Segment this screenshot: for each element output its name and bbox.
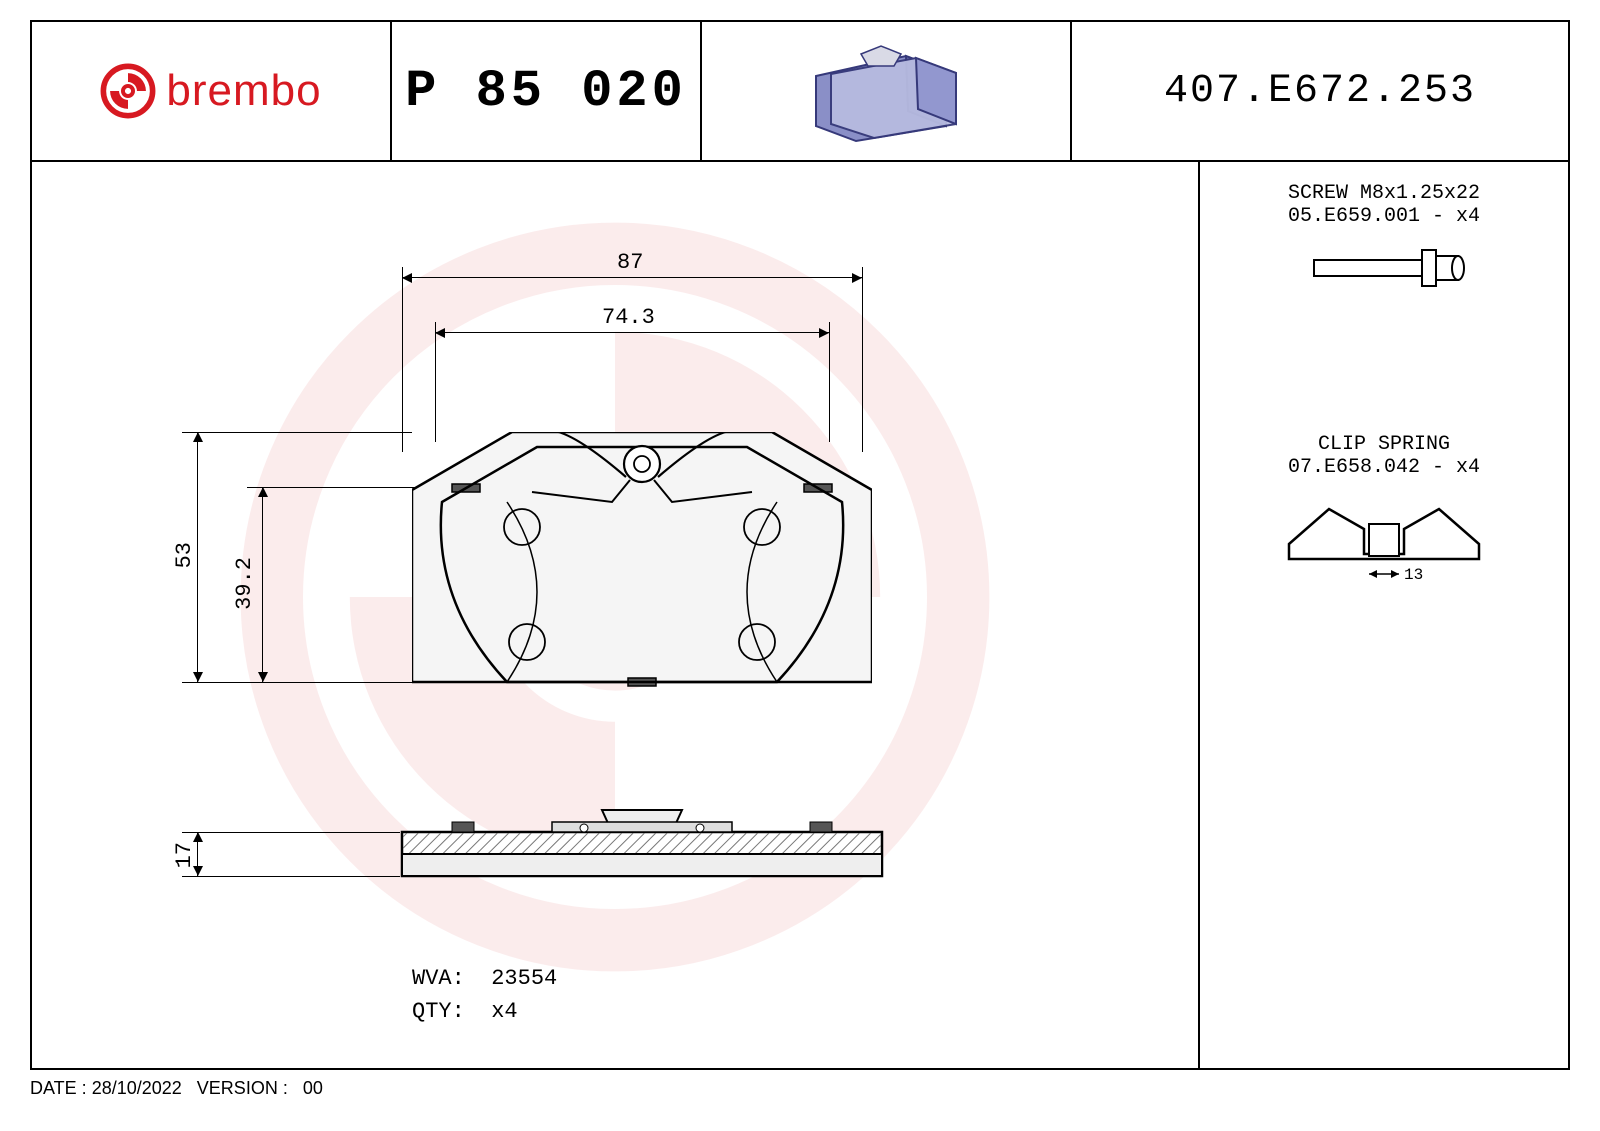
brembo-icon [100, 63, 156, 119]
ext-line [182, 432, 412, 433]
brake-pad-iso-icon [786, 36, 986, 146]
screw-icon [1294, 238, 1474, 298]
dim-arrow-thickness [197, 832, 198, 876]
screw-title: SCREW M8x1.25x22 [1288, 182, 1480, 205]
brake-pad-front-view [412, 432, 852, 682]
ext-line [829, 322, 830, 442]
value-qty: x4 [491, 999, 517, 1024]
dim-arrow-height-overall [197, 432, 198, 682]
pad-front-svg [412, 432, 872, 692]
reference-code: 407.E672.253 [1164, 69, 1476, 114]
dim-arrow-width-overall [402, 277, 862, 278]
label-wva: WVA: [412, 966, 465, 991]
header-product-image-cell [702, 22, 1072, 160]
pad-side-svg [392, 802, 892, 902]
ext-line [402, 267, 403, 452]
ext-line [182, 876, 400, 877]
drawing-meta: WVA: 23554 QTY: x4 [412, 962, 557, 1028]
brand-name: brembo [166, 66, 321, 116]
dim-thickness: 17 [172, 842, 197, 868]
date-label: DATE : [30, 1078, 87, 1098]
drawing-frame: brembo P 85 020 407.E672.253 [30, 20, 1570, 1070]
clip-dim: 13 [1404, 566, 1423, 584]
ext-line [862, 267, 863, 452]
header-refcode-cell: 407.E672.253 [1072, 22, 1568, 160]
ext-line [247, 487, 432, 488]
body-row: 87 74.3 53 39.2 [32, 162, 1568, 1068]
part-number: P 85 020 [405, 62, 687, 121]
version-value: 00 [303, 1078, 323, 1098]
header-logo-cell: brembo [32, 22, 392, 160]
dim-arrow-width-inner [435, 332, 829, 333]
brand-logo: brembo [100, 63, 321, 119]
main-drawing-area: 87 74.3 53 39.2 [32, 162, 1198, 1068]
version-label: VERSION : [197, 1078, 288, 1098]
label-qty: QTY: [412, 999, 465, 1024]
accessory-clip: CLIP SPRING 07.E658.042 - x4 13 [1274, 433, 1494, 604]
clip-code: 07.E658.042 - x4 [1274, 456, 1494, 479]
dim-height-inner: 39.2 [232, 557, 257, 610]
clip-title: CLIP SPRING [1274, 433, 1494, 456]
footer-date-version: DATE : 28/10/2022 VERSION : 00 [30, 1078, 323, 1099]
header-row: brembo P 85 020 407.E672.253 [32, 22, 1568, 162]
ext-line [435, 322, 436, 442]
ext-line [182, 832, 400, 833]
dim-arrow-height-inner [262, 487, 263, 682]
dim-width-inner: 74.3 [602, 305, 655, 330]
clip-spring-icon: 13 [1274, 489, 1494, 599]
dim-height-overall: 53 [172, 542, 197, 568]
dim-width-overall: 87 [617, 250, 643, 275]
value-wva: 23554 [491, 966, 557, 991]
brake-pad-side-view [392, 802, 892, 907]
screw-code: 05.E659.001 - x4 [1288, 205, 1480, 228]
ext-line [182, 682, 412, 683]
accessory-screw: SCREW M8x1.25x22 05.E659.001 - x4 [1288, 182, 1480, 303]
accessories-panel: SCREW M8x1.25x22 05.E659.001 - x4 CLIP S… [1198, 162, 1568, 1068]
date-value: 28/10/2022 [92, 1078, 182, 1098]
header-partno-cell: P 85 020 [392, 22, 702, 160]
